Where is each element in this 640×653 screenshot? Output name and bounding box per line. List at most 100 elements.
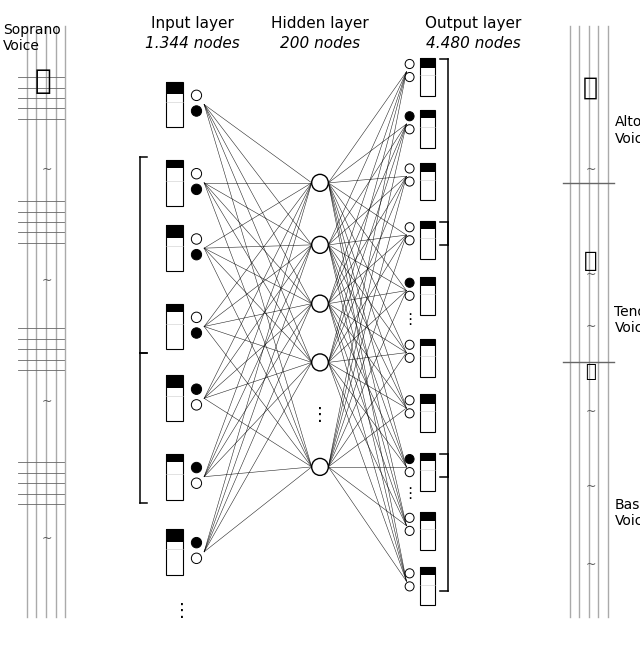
Circle shape xyxy=(191,462,202,473)
Bar xyxy=(420,394,435,404)
Bar xyxy=(420,221,435,229)
Bar xyxy=(166,82,183,127)
Text: ⋮: ⋮ xyxy=(311,406,329,424)
Text: Input layer: Input layer xyxy=(150,16,234,31)
Bar xyxy=(420,277,435,315)
Text: ~: ~ xyxy=(42,274,52,287)
Text: ~: ~ xyxy=(42,163,52,176)
Circle shape xyxy=(405,409,414,418)
Bar xyxy=(420,453,435,491)
Circle shape xyxy=(191,234,202,244)
Bar xyxy=(420,110,435,148)
Circle shape xyxy=(191,384,202,394)
Circle shape xyxy=(405,164,414,173)
Bar xyxy=(420,58,435,67)
Bar xyxy=(166,225,183,238)
Text: Soprano
Voice: Soprano Voice xyxy=(3,23,61,53)
Bar xyxy=(166,160,183,206)
Text: Hidden layer: Hidden layer xyxy=(271,16,369,31)
Circle shape xyxy=(405,468,414,477)
Text: ~: ~ xyxy=(42,395,52,408)
Bar xyxy=(166,375,183,389)
Text: Bass
Voice: Bass Voice xyxy=(614,498,640,528)
Circle shape xyxy=(312,295,328,312)
Bar xyxy=(166,82,183,95)
Circle shape xyxy=(312,354,328,371)
Text: Alto
Voice: Alto Voice xyxy=(614,116,640,146)
Bar xyxy=(166,529,183,575)
Circle shape xyxy=(191,328,202,338)
Circle shape xyxy=(191,553,202,564)
Circle shape xyxy=(191,400,202,410)
Circle shape xyxy=(312,174,328,191)
Text: ⋮: ⋮ xyxy=(173,601,191,620)
Circle shape xyxy=(405,340,414,349)
Circle shape xyxy=(405,125,414,134)
Circle shape xyxy=(191,106,202,116)
Text: 𝄢: 𝄢 xyxy=(585,363,595,381)
Circle shape xyxy=(405,112,414,121)
Bar xyxy=(420,163,435,200)
Text: ~: ~ xyxy=(586,405,596,418)
Circle shape xyxy=(191,249,202,260)
Circle shape xyxy=(191,168,202,179)
Text: ~: ~ xyxy=(586,480,596,493)
Bar xyxy=(166,454,183,462)
Text: ~: ~ xyxy=(586,163,596,176)
Circle shape xyxy=(405,278,414,287)
Bar xyxy=(166,225,183,271)
Circle shape xyxy=(405,291,414,300)
Circle shape xyxy=(191,184,202,195)
Circle shape xyxy=(405,569,414,578)
Text: ~: ~ xyxy=(586,320,596,333)
Circle shape xyxy=(191,312,202,323)
Circle shape xyxy=(405,59,414,69)
Text: 200 nodes: 200 nodes xyxy=(280,36,360,51)
Circle shape xyxy=(405,72,414,82)
Bar xyxy=(166,304,183,349)
Text: Tenor
Voice: Tenor Voice xyxy=(614,305,640,335)
Circle shape xyxy=(405,236,414,245)
Circle shape xyxy=(405,177,414,186)
Bar xyxy=(166,160,183,168)
Text: ⋮: ⋮ xyxy=(402,486,417,500)
Text: ~: ~ xyxy=(42,532,52,545)
Circle shape xyxy=(405,353,414,362)
Text: ⋮: ⋮ xyxy=(402,313,417,327)
Text: Output layer: Output layer xyxy=(426,16,522,31)
Bar xyxy=(420,567,435,575)
Bar xyxy=(420,453,435,461)
Bar xyxy=(420,277,435,286)
Text: 4.480 nodes: 4.480 nodes xyxy=(426,36,521,51)
Circle shape xyxy=(312,236,328,253)
Text: 𝄞: 𝄞 xyxy=(582,76,598,100)
Circle shape xyxy=(405,582,414,591)
Bar xyxy=(420,58,435,96)
Bar xyxy=(166,529,183,542)
Circle shape xyxy=(405,513,414,522)
Circle shape xyxy=(405,223,414,232)
Circle shape xyxy=(312,458,328,475)
Circle shape xyxy=(191,478,202,488)
Bar xyxy=(166,454,183,500)
Bar xyxy=(420,221,435,259)
Text: 𝄞: 𝄞 xyxy=(35,68,51,95)
Text: ~: ~ xyxy=(586,558,596,571)
Text: 𝄞: 𝄞 xyxy=(584,250,596,272)
Text: ~: ~ xyxy=(586,268,596,281)
Circle shape xyxy=(191,90,202,101)
Circle shape xyxy=(405,526,414,535)
Bar xyxy=(420,339,435,347)
Bar xyxy=(166,304,183,312)
Bar xyxy=(420,163,435,172)
Text: 1.344 nodes: 1.344 nodes xyxy=(145,36,239,51)
Bar xyxy=(420,394,435,432)
Bar xyxy=(420,110,435,118)
Bar xyxy=(420,512,435,521)
Bar xyxy=(420,339,435,377)
Circle shape xyxy=(405,396,414,405)
Circle shape xyxy=(191,537,202,548)
Bar xyxy=(420,567,435,605)
Bar xyxy=(166,375,183,421)
Circle shape xyxy=(405,454,414,464)
